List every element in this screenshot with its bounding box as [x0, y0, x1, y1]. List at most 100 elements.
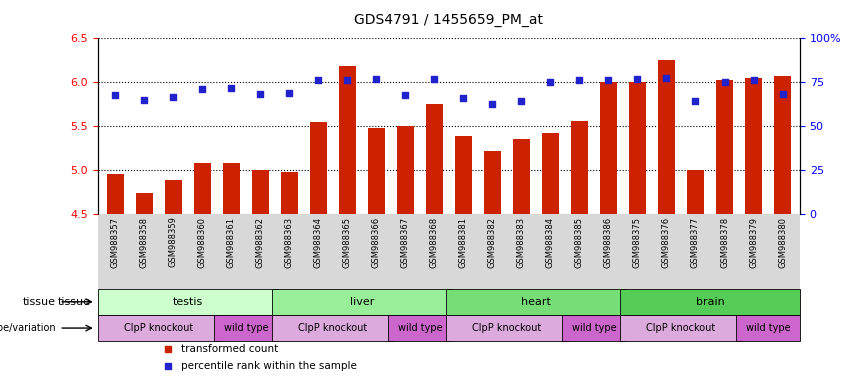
Text: GSM988376: GSM988376 [662, 217, 671, 268]
Point [427, 76, 441, 82]
Bar [600, 82, 617, 214]
Text: wild type: wild type [572, 323, 616, 333]
Bar [368, 128, 385, 214]
Bar [620, 289, 800, 315]
Bar [106, 174, 124, 214]
Text: brain: brain [695, 297, 724, 307]
Text: GSM988358: GSM988358 [140, 217, 149, 268]
Bar [426, 104, 443, 214]
Bar [98, 289, 277, 315]
Bar [620, 315, 742, 341]
Text: ClpP knockout: ClpP knockout [472, 323, 541, 333]
Text: GSM988360: GSM988360 [197, 217, 207, 268]
Bar [397, 126, 414, 214]
Point [602, 76, 615, 83]
Point [631, 76, 644, 82]
Bar [562, 315, 625, 341]
Bar [135, 194, 153, 214]
Text: GSM988362: GSM988362 [256, 217, 265, 268]
Point [311, 76, 325, 83]
Point [573, 77, 586, 83]
Bar [272, 289, 452, 315]
Text: testis: testis [173, 297, 203, 307]
Point [283, 89, 296, 96]
Bar [736, 315, 800, 341]
Text: GSM988364: GSM988364 [314, 217, 323, 268]
Text: GSM988380: GSM988380 [778, 217, 787, 268]
Bar [774, 76, 791, 214]
Bar [214, 315, 277, 341]
Text: heart: heart [521, 297, 551, 307]
Bar [571, 121, 588, 214]
Text: liver: liver [350, 297, 374, 307]
Text: tissue: tissue [58, 297, 91, 307]
Point [486, 101, 500, 107]
Bar [629, 82, 646, 214]
Text: GSM988384: GSM988384 [546, 217, 555, 268]
Point [457, 95, 471, 101]
Point [108, 92, 122, 98]
Text: GSM988382: GSM988382 [488, 217, 497, 268]
Text: ClpP knockout: ClpP knockout [647, 323, 716, 333]
Point [746, 76, 760, 83]
Bar [745, 78, 762, 214]
Text: transformed count: transformed count [180, 344, 278, 354]
Bar [687, 170, 704, 214]
Point [225, 85, 238, 91]
Bar [164, 180, 182, 214]
Text: ClpP knockout: ClpP knockout [298, 323, 368, 333]
Point [167, 94, 180, 100]
Text: GSM988363: GSM988363 [285, 217, 294, 268]
Text: GSM988366: GSM988366 [372, 217, 381, 268]
Text: GSM988383: GSM988383 [517, 217, 526, 268]
Point [717, 79, 731, 85]
Text: GSM988379: GSM988379 [749, 217, 758, 268]
Point [138, 97, 151, 103]
Point [515, 98, 528, 104]
Bar [272, 315, 394, 341]
Bar [454, 136, 472, 214]
Text: tissue: tissue [23, 297, 56, 307]
Bar [223, 163, 240, 214]
Point [369, 76, 383, 82]
Text: GSM988385: GSM988385 [575, 217, 584, 268]
Text: GSM988368: GSM988368 [430, 217, 439, 268]
Bar [193, 163, 211, 214]
Text: genotype/variation: genotype/variation [0, 323, 56, 333]
Point [254, 91, 267, 97]
Bar [658, 60, 675, 214]
Text: GSM988367: GSM988367 [401, 217, 410, 268]
Bar [542, 133, 559, 214]
Bar [310, 122, 327, 214]
Bar [483, 151, 501, 214]
Bar [512, 139, 530, 214]
Text: wild type: wild type [745, 323, 791, 333]
Point [660, 75, 673, 81]
Bar [339, 66, 356, 214]
Text: GSM988378: GSM988378 [720, 217, 729, 268]
Text: percentile rank within the sample: percentile rank within the sample [180, 361, 357, 371]
Text: wild type: wild type [397, 323, 443, 333]
Text: GSM988375: GSM988375 [633, 217, 642, 268]
Text: GSM988386: GSM988386 [604, 217, 613, 268]
Point [688, 98, 702, 104]
Text: wild type: wild type [224, 323, 268, 333]
Point [398, 92, 412, 98]
Text: GSM988359: GSM988359 [168, 217, 178, 267]
Text: GDS4791 / 1455659_PM_at: GDS4791 / 1455659_PM_at [354, 13, 544, 27]
Text: GSM988357: GSM988357 [111, 217, 120, 268]
Bar [281, 172, 298, 214]
Text: GSM988365: GSM988365 [343, 217, 351, 268]
Text: GSM988381: GSM988381 [459, 217, 468, 268]
Bar [98, 315, 220, 341]
Point [196, 86, 209, 92]
Point [544, 79, 557, 85]
Bar [446, 315, 568, 341]
Text: GSM988377: GSM988377 [691, 217, 700, 268]
Bar [252, 170, 269, 214]
Point [340, 77, 354, 83]
Bar [716, 79, 734, 214]
Point [776, 91, 790, 97]
Text: ClpP knockout: ClpP knockout [124, 323, 193, 333]
Text: GSM988361: GSM988361 [227, 217, 236, 268]
